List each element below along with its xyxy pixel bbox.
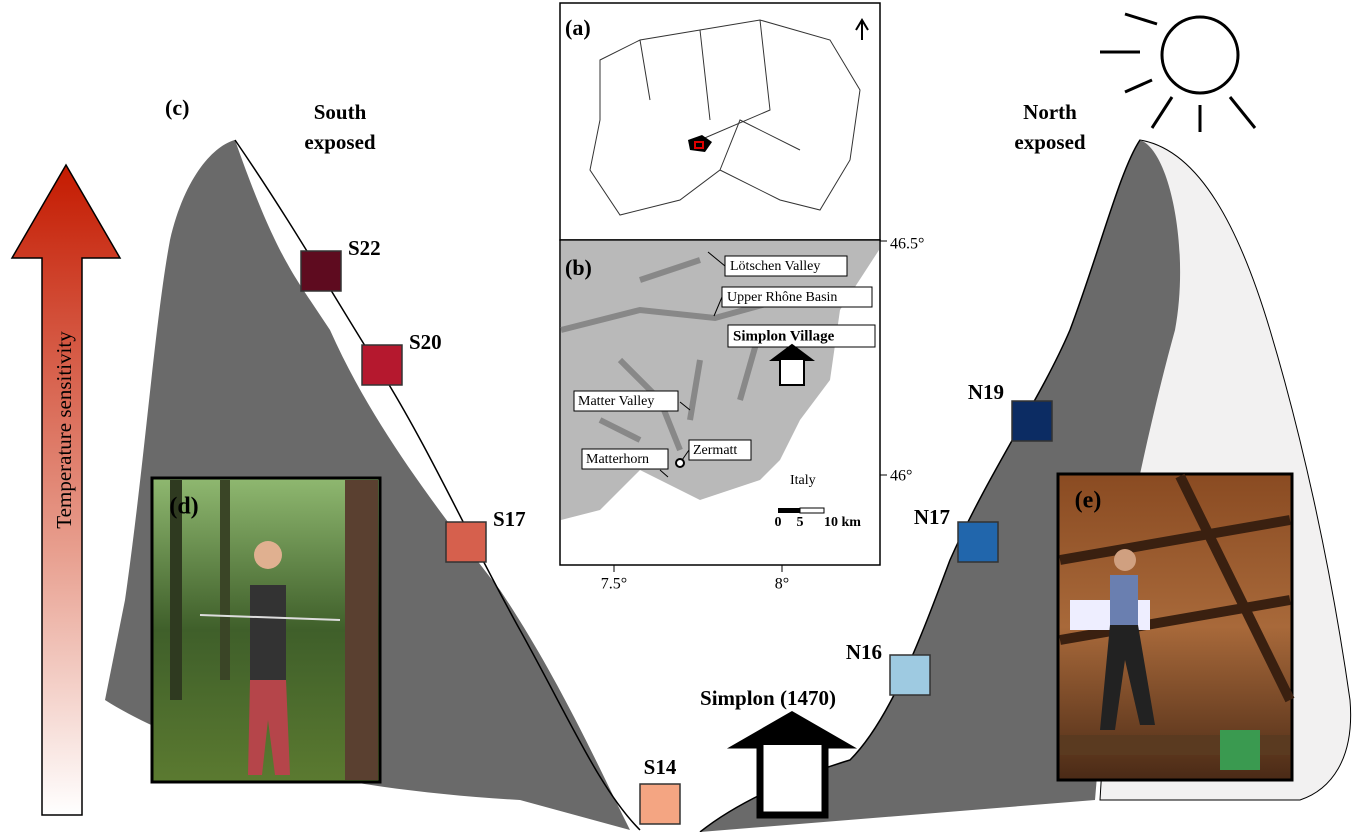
scale-label: 5 xyxy=(797,515,804,530)
lat-tick: 46° xyxy=(890,468,912,485)
site-label: S14 xyxy=(644,755,677,779)
sensitivity-arrow xyxy=(10,163,122,816)
site-marker xyxy=(1011,400,1053,442)
scale-label: 10 km xyxy=(824,515,861,530)
map-label: Zermatt xyxy=(693,443,737,458)
map-label: Italy xyxy=(790,473,816,488)
europe-outline xyxy=(589,19,861,216)
site-marker xyxy=(300,250,342,292)
panel-label: (d) xyxy=(169,494,198,520)
village-label: Simplon (1470) xyxy=(700,686,836,710)
panel-label: (a) xyxy=(565,15,591,40)
village-roof xyxy=(740,715,844,745)
map-label: Lötschen Valley xyxy=(730,259,820,274)
lon-tick: 8° xyxy=(775,576,789,593)
photo-attic xyxy=(1056,472,1295,782)
slope-label: South exposed xyxy=(304,100,376,154)
north-arrow xyxy=(855,18,869,40)
map-label: Simplon Village xyxy=(733,328,835,344)
site-marker xyxy=(361,344,403,386)
study-box xyxy=(694,141,704,149)
map-label: Matterhorn xyxy=(586,452,649,467)
map-label: Upper Rhône Basin xyxy=(727,290,837,305)
lat-tick: 46.5° xyxy=(890,236,924,253)
slope-label: North exposed xyxy=(1014,100,1086,154)
site-marker xyxy=(639,783,681,825)
site-label: N17 xyxy=(914,505,950,529)
photo-fieldwork xyxy=(150,476,382,784)
map-labels xyxy=(573,251,876,514)
map-label: Matter Valley xyxy=(578,394,654,409)
site-label: N16 xyxy=(846,640,882,664)
sites: S22 S20 S17 S14 N16 N17 N19 xyxy=(300,236,1053,825)
site-label: S22 xyxy=(348,236,381,260)
panel-label: (e) xyxy=(1075,488,1102,514)
site-label: S20 xyxy=(409,330,442,354)
lon-tick: 7.5° xyxy=(601,576,627,593)
site-marker xyxy=(445,521,487,563)
site-marker xyxy=(957,521,999,563)
europe-map xyxy=(559,2,881,241)
site-label: N19 xyxy=(968,380,1004,404)
arrow-label: Temperature sensitivity xyxy=(52,331,76,529)
scale-label: 0 xyxy=(775,515,782,530)
site-marker xyxy=(889,654,931,696)
panel-label: (c) xyxy=(165,95,189,120)
site-label: S17 xyxy=(493,507,526,531)
sun xyxy=(1100,12,1257,132)
panel-label: (b) xyxy=(565,255,592,280)
